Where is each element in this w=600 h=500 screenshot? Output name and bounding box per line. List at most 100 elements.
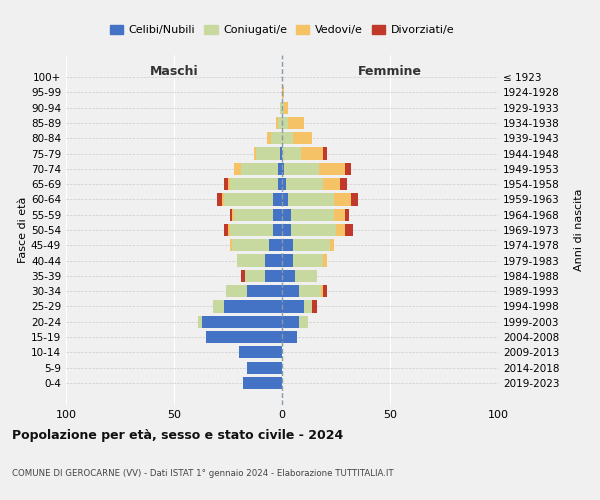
Bar bbox=[329, 239, 334, 252]
Bar bbox=[282, 254, 293, 266]
Bar bbox=[282, 148, 301, 160]
Bar bbox=[226, 285, 247, 298]
Bar bbox=[304, 300, 312, 312]
Bar bbox=[312, 300, 317, 312]
Bar bbox=[265, 254, 282, 266]
Bar bbox=[282, 102, 284, 114]
Bar bbox=[282, 224, 290, 236]
Bar bbox=[290, 224, 336, 236]
Bar bbox=[230, 178, 278, 190]
Bar bbox=[254, 148, 256, 160]
Bar bbox=[301, 148, 323, 160]
Bar bbox=[282, 331, 297, 343]
Bar bbox=[230, 224, 274, 236]
Bar bbox=[241, 162, 278, 175]
Bar bbox=[232, 208, 235, 221]
Bar bbox=[344, 208, 349, 221]
Bar bbox=[280, 148, 282, 160]
Bar bbox=[289, 194, 334, 205]
Bar bbox=[280, 102, 282, 114]
Bar bbox=[217, 194, 221, 205]
Bar bbox=[206, 331, 282, 343]
Bar bbox=[224, 194, 274, 205]
Bar bbox=[232, 239, 269, 252]
Bar bbox=[224, 300, 282, 312]
Bar bbox=[271, 132, 282, 144]
Bar bbox=[282, 86, 284, 99]
Bar bbox=[265, 270, 282, 282]
Bar bbox=[282, 285, 299, 298]
Bar bbox=[286, 178, 323, 190]
Bar bbox=[202, 316, 282, 328]
Bar bbox=[275, 117, 278, 129]
Bar bbox=[321, 285, 323, 298]
Bar bbox=[274, 224, 282, 236]
Bar bbox=[224, 178, 228, 190]
Bar bbox=[282, 300, 304, 312]
Bar bbox=[282, 270, 295, 282]
Bar bbox=[344, 224, 353, 236]
Text: COMUNE DI GEROCARNE (VV) - Dati ISTAT 1° gennaio 2024 - Elaborazione TUTTITALIA.: COMUNE DI GEROCARNE (VV) - Dati ISTAT 1°… bbox=[12, 468, 394, 477]
Bar bbox=[282, 239, 293, 252]
Bar bbox=[278, 178, 282, 190]
Bar bbox=[228, 178, 230, 190]
Bar bbox=[336, 224, 344, 236]
Bar bbox=[241, 270, 245, 282]
Bar bbox=[299, 285, 321, 298]
Text: Femmine: Femmine bbox=[358, 65, 422, 78]
Bar bbox=[224, 224, 228, 236]
Bar bbox=[295, 270, 317, 282]
Bar bbox=[282, 194, 289, 205]
Bar bbox=[334, 208, 344, 221]
Bar bbox=[282, 178, 286, 190]
Bar bbox=[293, 132, 312, 144]
Bar bbox=[235, 162, 241, 175]
Bar bbox=[319, 162, 344, 175]
Bar bbox=[284, 102, 289, 114]
Bar bbox=[245, 270, 265, 282]
Bar bbox=[344, 162, 351, 175]
Bar bbox=[323, 178, 340, 190]
Bar bbox=[247, 285, 282, 298]
Bar bbox=[236, 254, 265, 266]
Bar bbox=[282, 316, 299, 328]
Bar bbox=[323, 148, 328, 160]
Y-axis label: Anni di nascita: Anni di nascita bbox=[574, 188, 584, 271]
Bar bbox=[269, 239, 282, 252]
Bar bbox=[198, 316, 202, 328]
Bar bbox=[282, 132, 293, 144]
Bar bbox=[284, 162, 319, 175]
Bar bbox=[221, 194, 224, 205]
Bar bbox=[230, 208, 232, 221]
Bar bbox=[290, 208, 334, 221]
Bar bbox=[274, 194, 282, 205]
Bar bbox=[256, 148, 280, 160]
Text: Maschi: Maschi bbox=[149, 65, 199, 78]
Bar bbox=[278, 117, 282, 129]
Bar bbox=[334, 194, 351, 205]
Bar bbox=[235, 208, 274, 221]
Bar bbox=[267, 132, 271, 144]
Bar bbox=[282, 208, 290, 221]
Bar bbox=[239, 346, 282, 358]
Bar bbox=[299, 316, 308, 328]
Y-axis label: Fasce di età: Fasce di età bbox=[18, 197, 28, 263]
Bar bbox=[274, 208, 282, 221]
Bar bbox=[282, 117, 289, 129]
Bar bbox=[247, 362, 282, 374]
Text: Popolazione per età, sesso e stato civile - 2024: Popolazione per età, sesso e stato civil… bbox=[12, 430, 343, 442]
Bar bbox=[278, 162, 282, 175]
Bar bbox=[323, 285, 328, 298]
Bar bbox=[289, 117, 304, 129]
Bar bbox=[351, 194, 358, 205]
Bar bbox=[213, 300, 224, 312]
Bar bbox=[282, 162, 284, 175]
Legend: Celibi/Nubili, Coniugati/e, Vedovi/e, Divorziati/e: Celibi/Nubili, Coniugati/e, Vedovi/e, Di… bbox=[106, 20, 458, 40]
Bar bbox=[323, 254, 328, 266]
Bar bbox=[228, 224, 230, 236]
Bar bbox=[293, 239, 329, 252]
Bar bbox=[293, 254, 323, 266]
Bar bbox=[243, 377, 282, 389]
Bar bbox=[230, 239, 232, 252]
Bar bbox=[340, 178, 347, 190]
